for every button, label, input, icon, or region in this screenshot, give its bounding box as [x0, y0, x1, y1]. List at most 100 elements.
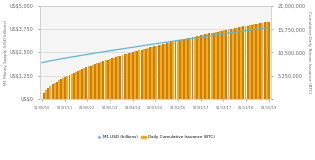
Bar	[96, 63, 98, 99]
Bar	[98, 63, 100, 99]
Y-axis label: M1 Money Supply (USD billions): M1 Money Supply (USD billions)	[4, 20, 8, 85]
Bar	[153, 46, 155, 99]
Bar	[198, 36, 200, 99]
Bar	[166, 43, 168, 99]
Bar	[183, 39, 185, 99]
Bar	[136, 51, 138, 99]
Bar	[238, 27, 240, 99]
Bar	[75, 72, 77, 99]
Bar	[187, 38, 189, 99]
Bar	[194, 37, 196, 99]
Bar	[181, 40, 183, 99]
Bar	[259, 23, 261, 99]
Bar	[249, 25, 251, 99]
Bar	[113, 58, 115, 99]
Bar	[47, 88, 49, 99]
Bar	[115, 57, 117, 99]
Bar	[140, 50, 143, 99]
Bar	[92, 65, 94, 99]
Bar	[226, 30, 227, 99]
Bar	[60, 79, 62, 99]
Bar	[62, 78, 64, 99]
Bar	[240, 27, 242, 99]
Bar	[213, 32, 215, 99]
Bar	[164, 44, 166, 99]
Bar	[85, 67, 88, 99]
Bar	[264, 22, 266, 99]
Bar	[177, 41, 179, 99]
Bar	[204, 34, 206, 99]
Bar	[52, 84, 54, 99]
Bar	[132, 52, 134, 99]
Bar	[266, 22, 268, 99]
Bar	[58, 80, 60, 99]
Bar	[71, 74, 72, 99]
Bar	[83, 68, 85, 99]
Bar	[134, 52, 136, 99]
Bar	[102, 61, 104, 99]
Bar	[261, 23, 263, 99]
Bar	[130, 53, 132, 99]
Bar	[43, 93, 45, 99]
Bar	[119, 56, 121, 99]
Bar	[196, 36, 198, 99]
Bar	[81, 69, 83, 99]
Bar	[215, 32, 217, 99]
Bar	[189, 38, 191, 99]
Bar	[100, 62, 102, 99]
Bar	[145, 48, 147, 99]
Bar	[242, 27, 244, 99]
Bar	[45, 90, 47, 99]
Bar	[49, 86, 51, 99]
Bar	[170, 42, 172, 99]
Bar	[244, 26, 246, 99]
Bar	[172, 42, 175, 99]
Bar	[139, 50, 140, 99]
Bar	[268, 22, 270, 99]
Bar	[221, 31, 223, 99]
Bar	[236, 28, 238, 99]
Bar	[202, 35, 204, 99]
Bar	[69, 75, 71, 99]
Bar	[234, 28, 236, 99]
Bar	[90, 66, 92, 99]
Bar	[56, 82, 58, 99]
Bar	[88, 66, 89, 99]
Bar	[111, 58, 113, 99]
Bar	[168, 43, 170, 99]
Bar	[255, 24, 257, 99]
Bar	[147, 48, 149, 99]
Bar	[232, 29, 234, 99]
Legend: M1 USD (billions), Daily Cumulative Issuance (BTC): M1 USD (billions), Daily Cumulative Issu…	[94, 134, 216, 141]
Bar	[109, 59, 111, 99]
Bar	[209, 33, 210, 99]
Bar	[211, 33, 213, 99]
Bar	[126, 54, 128, 99]
Bar	[79, 70, 81, 99]
Bar	[94, 64, 96, 99]
Bar	[117, 56, 119, 99]
Bar	[175, 41, 176, 99]
Bar	[217, 32, 219, 99]
Bar	[206, 34, 208, 99]
Bar	[251, 25, 253, 99]
Bar	[54, 83, 56, 99]
Bar	[128, 53, 130, 99]
Bar	[77, 71, 79, 99]
Y-axis label: Cumulative Daily Bitcoin Issuance (BTC): Cumulative Daily Bitcoin Issuance (BTC)	[307, 11, 311, 94]
Bar	[122, 55, 123, 99]
Bar	[162, 44, 164, 99]
Bar	[105, 60, 106, 99]
Bar	[107, 60, 109, 99]
Bar	[73, 73, 75, 99]
Bar	[158, 45, 159, 99]
Bar	[149, 47, 151, 99]
Bar	[185, 39, 187, 99]
Bar	[143, 49, 145, 99]
Bar	[192, 37, 193, 99]
Bar	[219, 31, 221, 99]
Bar	[179, 40, 181, 99]
Bar	[227, 29, 230, 99]
Bar	[223, 30, 225, 99]
Bar	[253, 24, 255, 99]
